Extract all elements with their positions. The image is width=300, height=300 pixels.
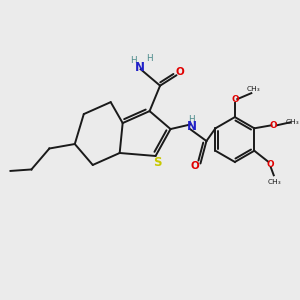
- Text: CH₃: CH₃: [247, 86, 260, 92]
- Text: N: N: [187, 120, 196, 133]
- Text: CH₃: CH₃: [285, 119, 299, 125]
- Text: O: O: [191, 161, 200, 172]
- Text: H: H: [146, 54, 152, 63]
- Text: O: O: [175, 67, 184, 77]
- Text: H: H: [130, 56, 136, 65]
- Text: N: N: [135, 61, 145, 74]
- Text: O: O: [267, 160, 274, 169]
- Text: H: H: [188, 115, 195, 124]
- Text: CH₃: CH₃: [268, 179, 281, 185]
- Text: O: O: [270, 121, 278, 130]
- Text: O: O: [231, 94, 239, 103]
- Text: S: S: [153, 156, 161, 169]
